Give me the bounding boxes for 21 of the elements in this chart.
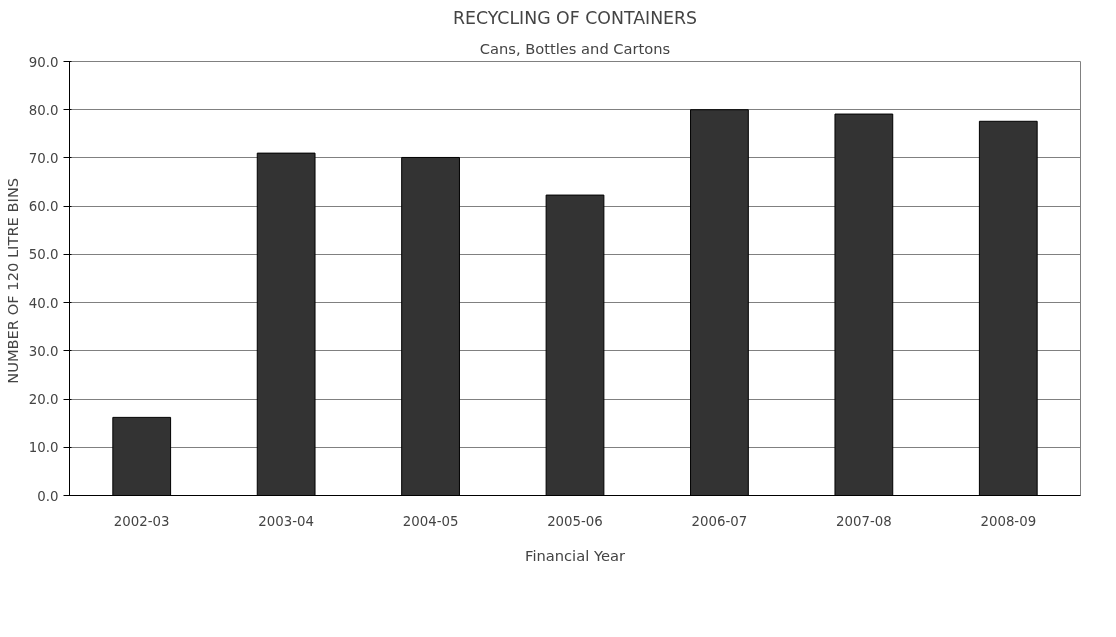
y-tick-label: 70.0 [28,150,59,166]
x-tick-label: 2006-07 [691,513,748,529]
y-tick-label: 80.0 [28,102,59,118]
x-tick-label: 2005-06 [547,513,603,529]
x-axis-title: Financial Year [525,546,626,564]
chart-subtitle: Cans, Bottles and Cartons [479,39,671,57]
x-tick-label: 2007-08 [836,513,892,529]
y-tick-label: 30.0 [28,343,59,359]
y-tick-label: 10.0 [28,440,59,456]
y-tick-label: 50.0 [28,247,59,263]
x-tick-label: 2004-05 [402,513,459,529]
y-tick-label: 0.0 [37,488,59,504]
y-tick-label: 60.0 [28,199,59,215]
x-tick-label: 2003-04 [258,513,314,529]
y-tick-label: 90.0 [28,54,59,70]
x-tick-label: 2008-09 [980,513,1037,529]
y-axis-title: NUMBER OF 120 LITRE BINS [3,177,21,384]
chart-title: RECYCLING OF CONTAINERS [452,7,698,28]
y-tick-label: 40.0 [28,295,59,311]
x-tick-label: 2002-03 [113,513,170,529]
y-tick-label: 20.0 [28,392,59,408]
